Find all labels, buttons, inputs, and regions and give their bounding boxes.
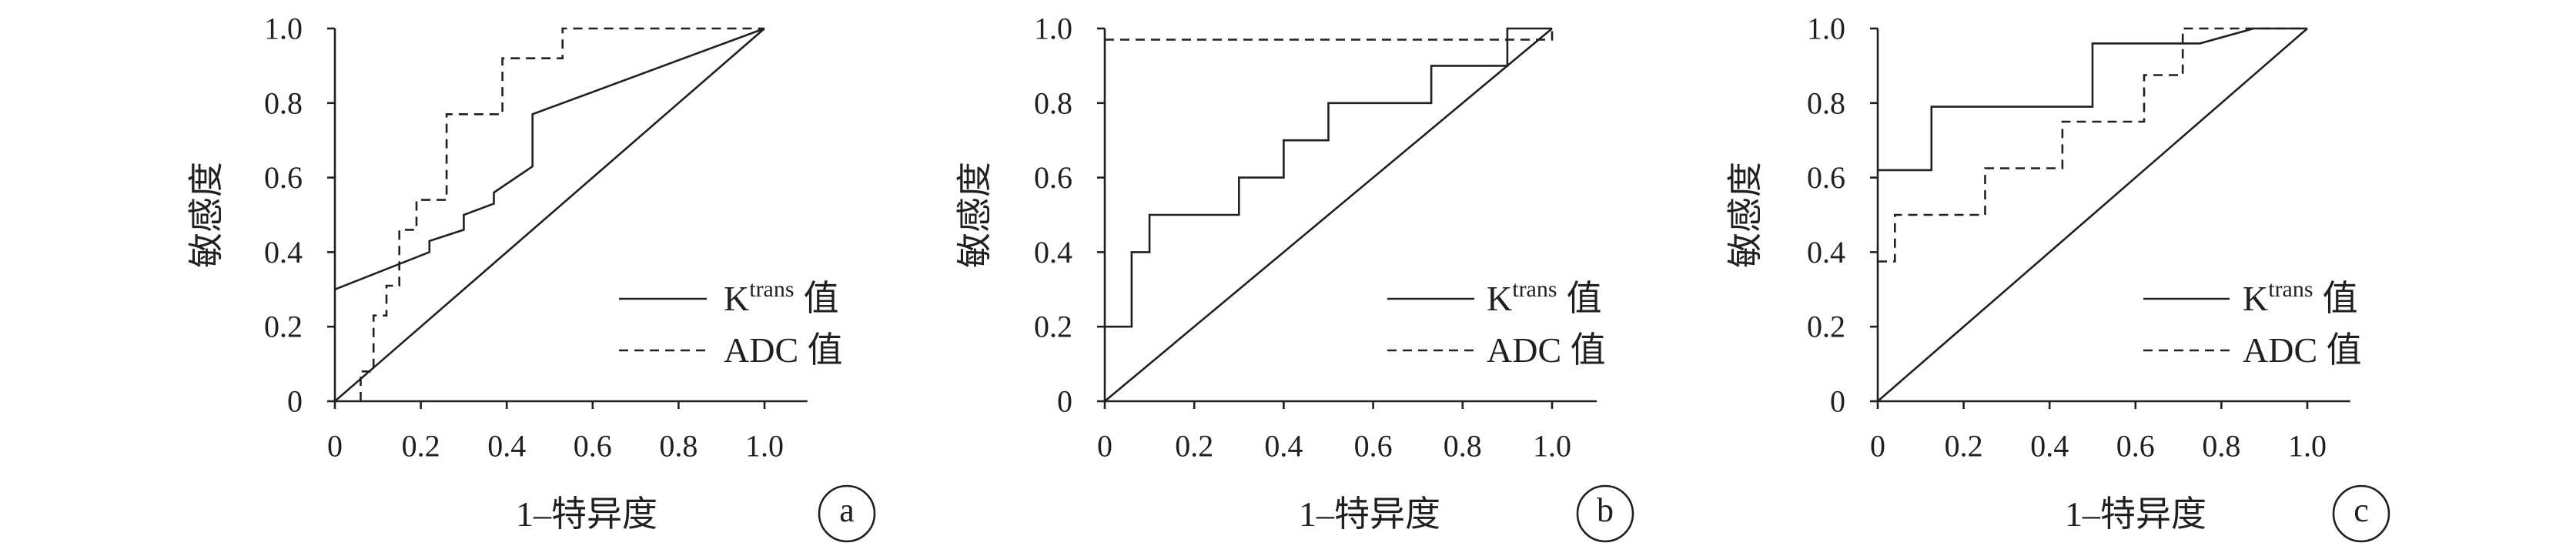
- legend-item: Ktrans 值: [619, 276, 839, 318]
- legend-label-superscript: trans: [749, 276, 794, 302]
- y-tick-label: 1.0: [1034, 12, 1072, 46]
- x-tick-label: 0: [327, 429, 343, 464]
- y-tick-label: 0.8: [1807, 85, 1845, 120]
- legend: Ktrans 值 ADC 值: [1387, 276, 1606, 370]
- reference-diagonal-line: [1877, 28, 2308, 402]
- x-tick-label: 0.8: [1444, 429, 1482, 464]
- legend-label-suffix: 值: [804, 279, 839, 318]
- x-tick-label: 1.0: [2288, 429, 2327, 464]
- x-tick-label: 0.4: [1264, 429, 1303, 464]
- panel-label-badge: a: [818, 484, 876, 543]
- x-tick-label: 0: [1870, 429, 1885, 464]
- adc-roc-curve: [360, 27, 764, 401]
- legend-label-suffix: 值: [1567, 279, 1602, 318]
- y-tick-label: 0: [1057, 384, 1072, 419]
- y-tick-label: 0: [287, 384, 303, 419]
- legend-label: Ktrans 值: [1487, 276, 1602, 318]
- panel-b: 0 0.2 0.4 0.6 0.8 1.0 0 0.2 0.4 0.6 0.8 1.0 Ktrans 值A…: [955, 12, 1634, 543]
- y-tick-label: 0.2: [1807, 310, 1845, 344]
- legend-label: ADC 值: [2243, 330, 2362, 370]
- y-tick-label: 0.8: [264, 85, 303, 120]
- ktrans-roc-curve: [1878, 27, 2307, 172]
- legend-item: Ktrans 值: [1387, 276, 1602, 318]
- x-tick-label: 0.2: [402, 429, 440, 464]
- x-tick-label: 1.0: [1533, 429, 1571, 464]
- y-tick-label: 1.0: [1807, 12, 1845, 46]
- legend-item: ADC 值: [1387, 330, 1606, 370]
- legend-label: ADC 值: [724, 330, 843, 370]
- panel-c: 0 0.2 0.4 0.6 0.8 1.0 0 0.2 0.4 0.6 0.8 1.0 Ktrans 值A…: [1726, 12, 2390, 543]
- y-tick-label: 0.4: [1807, 235, 1845, 270]
- legend-label-base: K: [1487, 279, 1512, 318]
- reference-diagonal-line: [334, 28, 765, 402]
- legend-label-superscript: trans: [2268, 276, 2313, 302]
- panel-label-badge: c: [2332, 484, 2390, 543]
- panel-label-circle: [1576, 484, 1634, 543]
- panel-label: c: [2354, 491, 2369, 529]
- y-tick-label: 0.6: [1807, 160, 1845, 195]
- legend-label-superscript: trans: [1512, 276, 1557, 302]
- legend-item: Ktrans 值: [2143, 276, 2358, 318]
- legend-label: Ktrans 值: [724, 276, 839, 318]
- x-tick-label: 0.4: [487, 429, 526, 464]
- legend-label-base: K: [724, 279, 749, 318]
- y-tick-label: 0.6: [1034, 160, 1072, 195]
- legend: Ktrans 值 ADC 值: [2143, 276, 2362, 370]
- adc-roc-curve: [1878, 27, 2307, 263]
- legend-label-base: K: [2243, 279, 2268, 318]
- legend-item: ADC 值: [2143, 330, 2362, 370]
- x-axis-title: 1–特异度: [2065, 494, 2206, 534]
- x-tick-label: 0.4: [2030, 429, 2069, 464]
- x-axis-title: 1–特异度: [1299, 494, 1440, 534]
- y-tick-label: 0.8: [1034, 85, 1072, 120]
- panel-label: a: [839, 491, 855, 529]
- y-axis-title: 敏感度: [955, 162, 995, 268]
- y-axis-title: 敏感度: [1726, 162, 1765, 268]
- x-tick-label: 0.6: [1354, 429, 1393, 464]
- x-tick-label: 0.6: [574, 429, 612, 464]
- adc-roc-curve: [1105, 28, 1554, 41]
- x-tick-label: 0.2: [1175, 429, 1213, 464]
- legend-label: ADC 值: [1487, 330, 1606, 370]
- y-tick-label: 0.6: [264, 160, 303, 195]
- y-tick-label: 0.2: [1034, 310, 1072, 344]
- ktrans-roc-curve: [334, 27, 765, 291]
- panel-label: b: [1597, 491, 1614, 529]
- panel-label-badge: b: [1576, 484, 1634, 543]
- x-tick-label: 0.8: [659, 429, 698, 464]
- legend-label-suffix: 值: [2323, 279, 2358, 318]
- y-tick-label: 0: [1830, 384, 1845, 419]
- panel-a: 0 0.2 0.4 0.6 0.8 1.0 0 0.2 0.4 0.6 0.8 1.0 Ktrans 值A…: [187, 12, 876, 543]
- panel-label-circle: [818, 484, 876, 543]
- x-tick-label: 0.8: [2202, 429, 2240, 464]
- x-axis-title: 1–特异度: [516, 494, 657, 534]
- legend-label-base: ADC 值: [2243, 330, 2362, 370]
- legend-label-base: ADC 值: [1487, 330, 1606, 370]
- panel-label-circle: [2332, 484, 2390, 543]
- ktrans-roc-curve: [1105, 27, 1552, 328]
- y-tick-label: 0.2: [264, 310, 303, 344]
- reference-diagonal-line: [1104, 28, 1553, 402]
- y-tick-label: 0.4: [1034, 235, 1072, 270]
- x-tick-label: 0.6: [2116, 429, 2155, 464]
- legend-label: Ktrans 值: [2243, 276, 2358, 318]
- y-axis-title: 敏感度: [187, 162, 226, 268]
- y-tick-label: 1.0: [264, 12, 303, 46]
- x-tick-label: 0.2: [1945, 429, 1983, 464]
- legend: Ktrans 值 ADC 值: [619, 276, 843, 370]
- legend-label-base: ADC 值: [724, 330, 843, 370]
- y-tick-label: 0.4: [264, 235, 303, 270]
- legend-item: ADC 值: [619, 330, 843, 370]
- x-tick-label: 0: [1097, 429, 1112, 464]
- x-tick-label: 1.0: [745, 429, 784, 464]
